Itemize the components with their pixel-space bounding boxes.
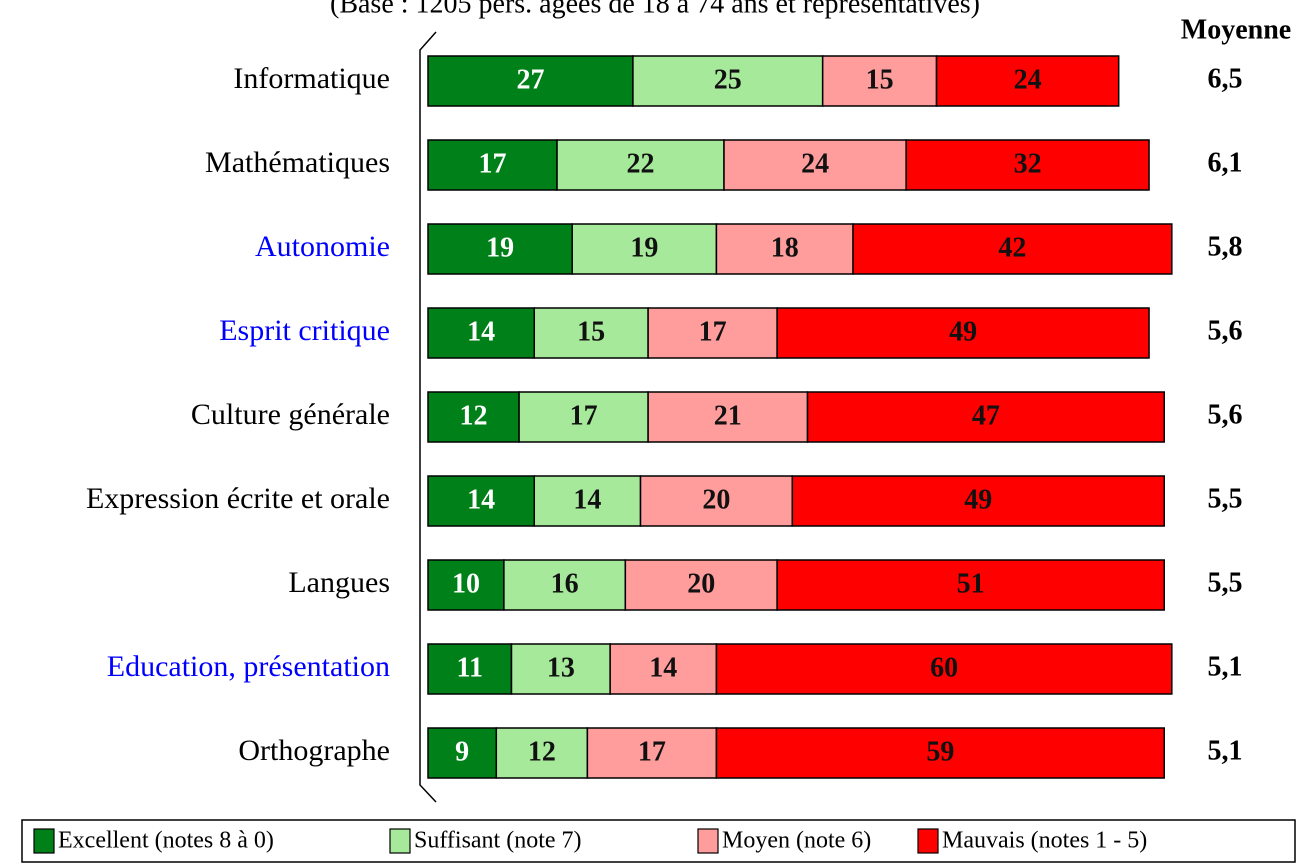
- value-label: 14: [467, 484, 495, 515]
- legend-swatch: [33, 828, 55, 854]
- bar-segment: [609, 643, 718, 695]
- bar-segment: [427, 391, 520, 443]
- value-label: 17: [570, 400, 598, 431]
- average-label: 5,5: [1208, 567, 1243, 598]
- bar-segment: [791, 475, 1165, 527]
- value-label: 17: [638, 736, 666, 767]
- axis-line: [419, 31, 437, 803]
- value-label: 18: [771, 232, 799, 263]
- bar-segment: [647, 307, 778, 359]
- average-label: 5,8: [1208, 231, 1243, 262]
- legend-box: [21, 819, 1296, 863]
- value-label: 24: [801, 148, 829, 179]
- bar-segment: [935, 55, 1120, 107]
- value-label: 16: [551, 568, 579, 599]
- value-label: 32: [1014, 148, 1042, 179]
- bar-segment: [715, 643, 1173, 695]
- chart-subtitle: (Base : 1205 pers. âgées de 18 à 74 ans …: [330, 0, 980, 19]
- average-label: 5,6: [1208, 315, 1243, 346]
- category-label: Expression écrite et orale: [86, 482, 390, 515]
- bar-segment: [571, 223, 718, 275]
- value-label: 14: [467, 316, 495, 347]
- value-label: 49: [949, 316, 977, 347]
- value-label: 47: [972, 400, 1000, 431]
- bar-segment: [632, 55, 824, 107]
- bar-segment: [533, 475, 642, 527]
- value-label: 49: [964, 484, 992, 515]
- bar-segment: [495, 727, 589, 779]
- bar-segment: [905, 139, 1150, 191]
- bar-segment: [639, 475, 794, 527]
- value-label: 42: [998, 232, 1026, 263]
- value-label: 17: [699, 316, 727, 347]
- category-label: Education, présentation: [107, 650, 390, 683]
- category-label: Esprit critique: [219, 314, 390, 347]
- average-title: Moyenne: [1181, 14, 1291, 45]
- value-label: 19: [486, 232, 514, 263]
- value-label: 59: [926, 736, 954, 767]
- average-label: 6,1: [1208, 147, 1243, 178]
- category-label: Informatique: [233, 62, 390, 95]
- value-label: 19: [630, 232, 658, 263]
- value-label: 15: [866, 64, 894, 95]
- legend-label: Excellent (notes 8 à 0): [58, 828, 274, 854]
- bar-segment: [427, 55, 634, 107]
- average-label: 5,6: [1208, 399, 1243, 430]
- bar-segment: [852, 223, 1173, 275]
- value-label: 27: [516, 64, 544, 95]
- bar-segment: [647, 391, 809, 443]
- value-label: 21: [714, 400, 742, 431]
- value-label: 25: [714, 64, 742, 95]
- value-label: 17: [479, 148, 507, 179]
- bar-segment: [427, 307, 536, 359]
- value-label: 22: [627, 148, 655, 179]
- legend-swatch: [917, 828, 939, 854]
- value-label: 14: [649, 652, 677, 683]
- bar-segment: [510, 643, 611, 695]
- bar-segment: [533, 307, 649, 359]
- legend-label: Mauvais (notes 1 - 5): [942, 828, 1147, 854]
- value-label: 11: [457, 652, 483, 683]
- value-label: 13: [547, 652, 575, 683]
- value-label: 14: [573, 484, 601, 515]
- bar-segment: [427, 223, 573, 275]
- category-label: Mathématiques: [205, 146, 390, 179]
- value-label: 12: [460, 400, 488, 431]
- average-label: 6,5: [1208, 63, 1243, 94]
- bar-segment: [806, 391, 1165, 443]
- value-label: 12: [528, 736, 556, 767]
- value-label: 15: [577, 316, 605, 347]
- bar-segment: [776, 307, 1150, 359]
- legend-swatch: [697, 828, 719, 854]
- legend-label: Suffisant (note 7): [414, 828, 582, 854]
- legend-label: Moyen (note 6): [722, 828, 871, 854]
- average-label: 5,5: [1208, 483, 1243, 514]
- bar-segment: [776, 559, 1165, 611]
- value-label: 9: [455, 736, 469, 767]
- category-label: Langues: [288, 566, 390, 599]
- bar-segment: [624, 559, 778, 611]
- value-label: 20: [687, 568, 715, 599]
- value-label: 60: [930, 652, 958, 683]
- value-label: 10: [452, 568, 480, 599]
- category-label: Autonomie: [255, 230, 390, 263]
- category-label: Orthographe: [238, 734, 390, 767]
- bar-segment: [427, 559, 505, 611]
- average-label: 5,1: [1208, 651, 1243, 682]
- value-label: 51: [957, 568, 985, 599]
- bar-segment: [427, 643, 513, 695]
- average-label: 5,1: [1208, 735, 1243, 766]
- legend-swatch: [389, 828, 411, 854]
- bar-segment: [503, 559, 627, 611]
- bar-segment: [427, 727, 498, 779]
- bar-segment: [427, 139, 558, 191]
- value-label: 20: [702, 484, 730, 515]
- bar-segment: [715, 727, 1165, 779]
- value-label: 24: [1014, 64, 1042, 95]
- category-label: Culture générale: [191, 398, 390, 431]
- bar-segment: [518, 391, 649, 443]
- bar-segment: [586, 727, 718, 779]
